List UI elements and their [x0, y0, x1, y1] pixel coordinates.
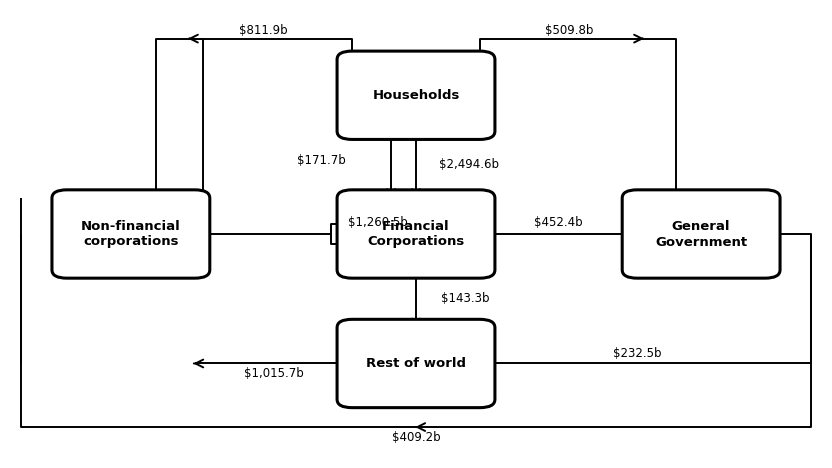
FancyBboxPatch shape: [622, 190, 780, 278]
Text: Rest of world: Rest of world: [366, 357, 466, 370]
FancyBboxPatch shape: [337, 319, 495, 408]
Text: General
Government: General Government: [655, 219, 747, 249]
Text: $409.2b: $409.2b: [392, 431, 440, 444]
FancyBboxPatch shape: [337, 190, 495, 278]
Text: Households: Households: [372, 89, 460, 102]
FancyBboxPatch shape: [52, 190, 210, 278]
FancyBboxPatch shape: [337, 51, 495, 139]
Text: $1,015.7b: $1,015.7b: [244, 367, 304, 380]
Text: $232.5b: $232.5b: [613, 347, 661, 360]
Text: $143.3b: $143.3b: [441, 292, 489, 305]
Text: $452.4b: $452.4b: [534, 216, 583, 229]
Text: $811.9b: $811.9b: [239, 24, 287, 37]
Text: Non-financial
corporations: Non-financial corporations: [81, 219, 181, 249]
Text: $171.7b: $171.7b: [297, 154, 346, 167]
Text: $509.8b: $509.8b: [545, 24, 593, 37]
Text: $1,260.5b: $1,260.5b: [348, 216, 408, 229]
Text: Financial
Corporations: Financial Corporations: [368, 219, 464, 249]
Text: $2,494.6b: $2,494.6b: [439, 158, 499, 171]
